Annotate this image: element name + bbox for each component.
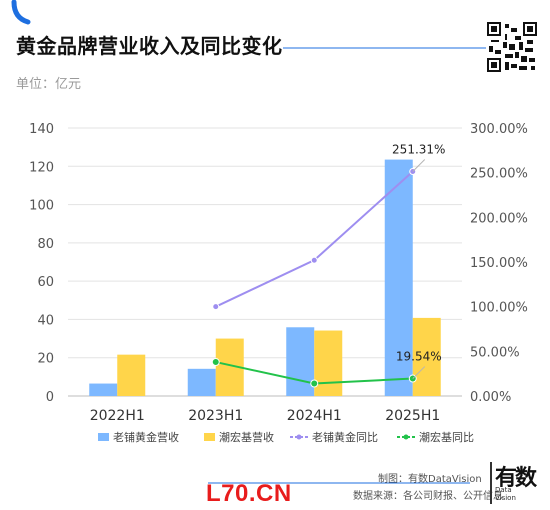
annotation-leader <box>412 159 426 172</box>
y2-tick-label: 0.00% <box>470 390 511 405</box>
bar-chaohongji-revenue <box>314 330 343 396</box>
y-tick-label: 80 <box>37 237 54 252</box>
qr-code-icon <box>487 22 537 72</box>
point-laopu-yoy <box>212 303 220 311</box>
credit-source: 数据来源：各公司财报、公开信息 <box>353 491 503 502</box>
legend-swatch <box>204 433 215 441</box>
data-label: 19.54% <box>396 350 442 364</box>
unit-label: 单位：亿元 <box>16 77 82 92</box>
y-tick-label: 60 <box>37 275 54 290</box>
credit-maker: 制图：有数DataVision <box>378 474 482 485</box>
point-laopu-yoy <box>310 256 318 264</box>
bar-laopu-revenue <box>89 383 118 396</box>
line-laopu-yoy <box>215 170 414 308</box>
y-tick-label: 100 <box>29 199 54 214</box>
y-tick-label: 0 <box>46 390 54 405</box>
legend-label: 老铺黄金同比 <box>312 430 378 444</box>
y2-tick-label: 150.00% <box>470 256 528 271</box>
legend-label: 老铺黄金营收 <box>113 430 179 444</box>
x-tick-label: 2023H1 <box>188 408 243 424</box>
annotation-leader <box>412 366 426 379</box>
y2-tick-label: 200.00% <box>470 211 528 226</box>
y-tick-label: 120 <box>29 160 54 175</box>
bar-laopu-revenue <box>286 327 315 396</box>
x-tick-label: 2024H1 <box>287 408 342 424</box>
legend-swatch <box>98 433 109 441</box>
brand-logo-sub2: Vision <box>495 494 516 502</box>
bar-laopu-revenue <box>384 159 413 396</box>
watermark-text: L70.CN <box>206 480 292 507</box>
y2-tick-label: 100.00% <box>470 301 528 316</box>
bar-laopu-revenue <box>187 368 216 396</box>
legend-label: 潮宏基同比 <box>419 430 474 444</box>
y2-tick-label: 50.00% <box>470 345 520 360</box>
chart-title: 黄金品牌营业收入及同比变化 <box>16 34 283 58</box>
legend-label: 潮宏基营收 <box>219 430 274 444</box>
legend-marker <box>296 434 302 440</box>
y-tick-label: 140 <box>29 122 54 137</box>
bar-chaohongji-revenue <box>412 317 441 396</box>
point-chaohongji-yoy <box>211 358 220 367</box>
y2-tick-label: 300.00% <box>470 122 528 137</box>
data-label: 251.31% <box>392 142 445 156</box>
y-tick-label: 20 <box>37 352 54 367</box>
legend-marker <box>403 434 409 440</box>
corner-arc-decoration <box>11 0 31 25</box>
brand-logo-sub1: Data <box>495 486 512 494</box>
y-tick-label: 40 <box>37 313 54 328</box>
brand-logo-text: 有数 <box>495 466 537 491</box>
x-tick-label: 2025H1 <box>385 408 440 424</box>
brand-logo: 有数 Data Vision <box>490 462 537 504</box>
y2-tick-label: 250.00% <box>470 167 528 182</box>
point-chaohongji-yoy <box>310 379 319 388</box>
bar-chaohongji-revenue <box>117 354 146 396</box>
x-tick-label: 2022H1 <box>90 408 145 424</box>
